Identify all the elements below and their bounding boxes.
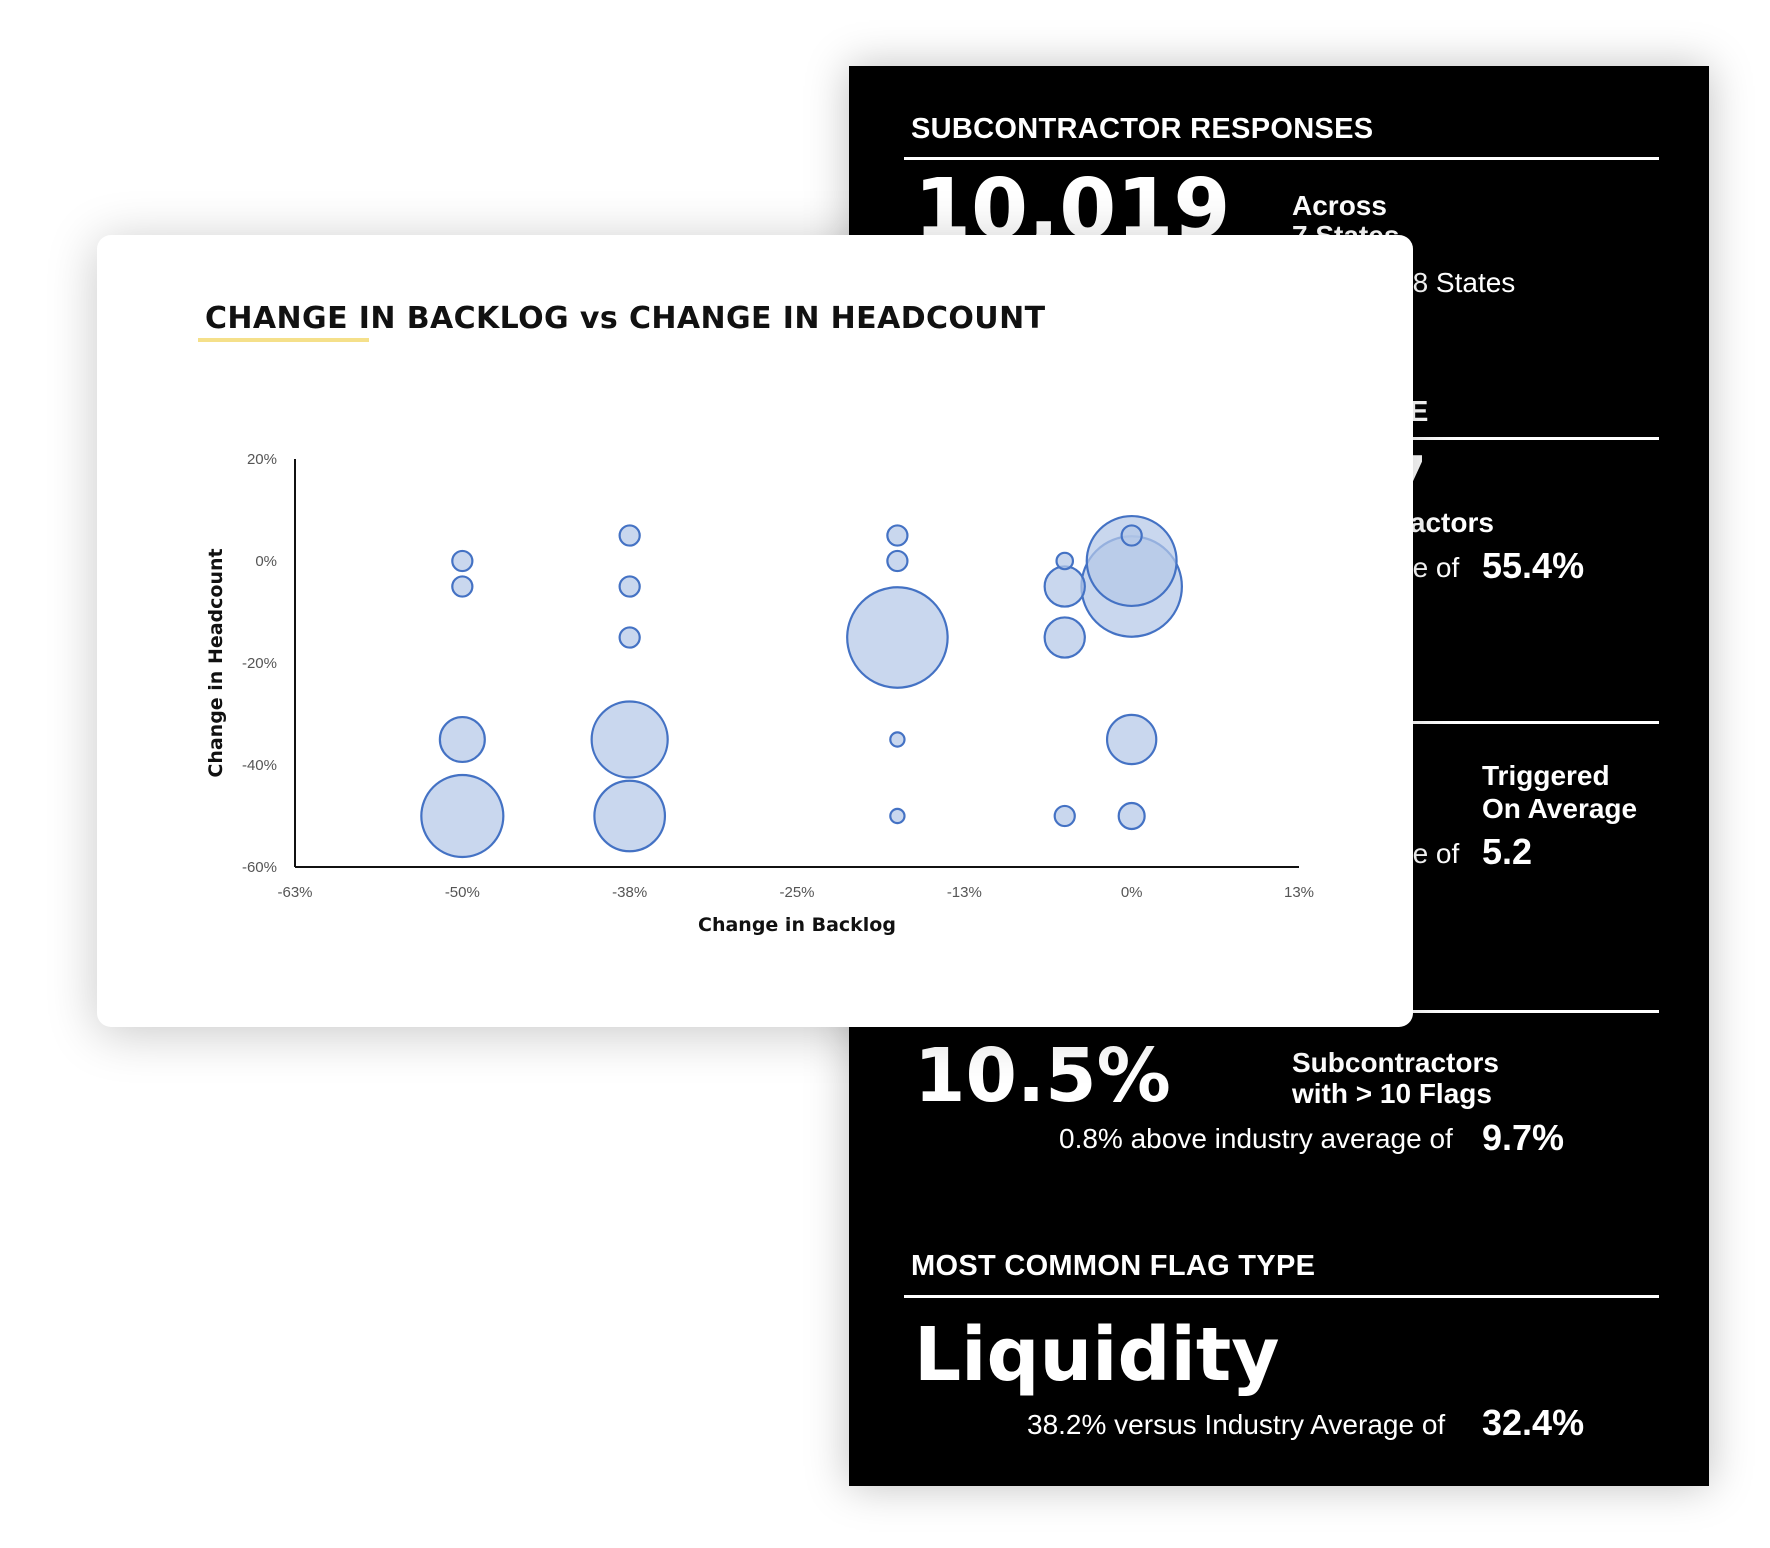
- section2-subvalue: 55.4%: [1482, 545, 1585, 586]
- bubble-point: [590, 700, 669, 779]
- flags-subtext: 0.8% above industry average of: [1059, 1123, 1453, 1154]
- bubble-chart: -63% -50% -38% -25% -13% 0% 13% 20% 0% -20% -40% -6…: [205, 451, 1314, 936]
- x-tick-label: -50%: [445, 884, 480, 901]
- flag-type-subvalue: 32.4%: [1482, 1402, 1585, 1443]
- bubble-point: [618, 626, 641, 649]
- chart-ticks: -63% -50% -38% -25% -13% 0% 13% 20% 0% -20% -40% -6…: [242, 451, 1314, 901]
- section3-subvalue: 5.2: [1482, 831, 1533, 872]
- flag-type-subtext: 38.2% versus Industry Average of: [1027, 1409, 1446, 1440]
- bubble-point: [451, 549, 474, 573]
- x-tick-label: -38%: [612, 884, 647, 901]
- bubble-point: [886, 549, 909, 573]
- chart-axes: [294, 459, 1299, 868]
- y-tick-label: 0%: [255, 553, 277, 570]
- bubble-point: [618, 524, 641, 547]
- subcontractor-responses-title: SUBCONTRACTOR RESPONSES: [911, 113, 1374, 145]
- x-tick-label: -25%: [779, 884, 814, 901]
- bubble-point: [1120, 524, 1143, 547]
- bubble-point: [889, 807, 906, 825]
- y-tick-label: -60%: [242, 859, 277, 876]
- bubble-point: [438, 715, 486, 764]
- bubble-point: [1105, 713, 1158, 766]
- title-underline: [198, 338, 369, 342]
- section3-label-2: On Average: [1482, 793, 1638, 824]
- bubble-point: [618, 575, 641, 598]
- chart-bubbles: [420, 514, 1183, 859]
- section3-label-1: Triggered: [1482, 760, 1610, 791]
- section2-label: ractors: [1399, 507, 1494, 538]
- x-axis-label: Change in Backlog: [698, 914, 896, 936]
- bubble-point: [1053, 804, 1076, 828]
- bubble-point: [451, 575, 474, 598]
- chart-title: CHANGE IN BACKLOG vs CHANGE IN HEADCOUNT: [205, 301, 1046, 336]
- x-tick-label: 0%: [1121, 884, 1143, 901]
- bubble-point: [1117, 801, 1146, 831]
- bubble-point: [1085, 514, 1178, 608]
- bubble-point: [886, 524, 909, 547]
- x-tick-label: -13%: [947, 884, 982, 901]
- bubble-point: [1055, 551, 1075, 571]
- y-axis-label: Change in Headcount: [205, 548, 227, 777]
- divider: [904, 1295, 1659, 1298]
- y-tick-label: -20%: [242, 655, 277, 672]
- flags-percent: 10.5%: [914, 1033, 1171, 1119]
- divider: [904, 157, 1659, 160]
- x-tick-label: -63%: [277, 884, 312, 901]
- section2-title-fragment: E: [1409, 396, 1429, 428]
- bubble-point: [1043, 616, 1086, 659]
- x-tick-label: 13%: [1284, 884, 1314, 901]
- flags-subvalue: 9.7%: [1482, 1117, 1565, 1158]
- bubble-point: [593, 779, 667, 853]
- bubble-point: [846, 586, 949, 689]
- flag-type-title: MOST COMMON FLAG TYPE: [911, 1250, 1316, 1282]
- y-tick-label: -40%: [242, 757, 277, 774]
- flags-label-1: Subcontractors: [1292, 1047, 1499, 1078]
- responses-subtext: 48 States: [1397, 267, 1516, 298]
- bubble-point: [1043, 565, 1086, 608]
- bubble-point: [420, 773, 505, 859]
- flags-label-2: with > 10 Flags: [1292, 1078, 1492, 1109]
- responses-label-1: Across: [1292, 190, 1387, 221]
- y-tick-label: 20%: [247, 451, 277, 468]
- flag-type-value: Liquidity: [914, 1312, 1280, 1398]
- chart-card: -63% -50% -38% -25% -13% 0% 13% 20% 0% -20% -40% -6…: [97, 235, 1413, 1027]
- bubble-point: [889, 731, 906, 748]
